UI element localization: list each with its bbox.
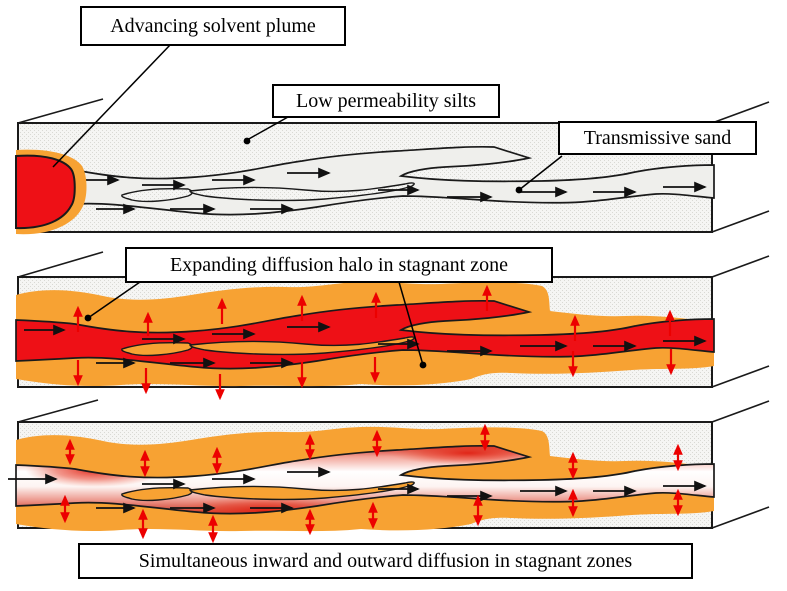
perspective-lines bbox=[17, 399, 770, 529]
leader-lines bbox=[52, 43, 563, 369]
perspective-lines bbox=[17, 98, 770, 233]
label-advancing-solvent-plume: Advancing solvent plume bbox=[80, 6, 346, 46]
label-transmissive-sand: Transmissive sand bbox=[558, 121, 757, 155]
leader-dot bbox=[419, 361, 427, 369]
leader-dot bbox=[84, 314, 92, 322]
leader-dot bbox=[515, 186, 523, 194]
panel-advancing-plume bbox=[15, 98, 770, 235]
outward-diffusion-arrows bbox=[73, 284, 676, 401]
flow-arrows bbox=[80, 173, 705, 209]
panel-expanding-halo bbox=[15, 251, 770, 401]
label-expanding-diffusion-halo: Expanding diffusion halo in stagnant zon… bbox=[125, 247, 553, 283]
flow-arrows bbox=[24, 324, 705, 363]
bidirectional-diffusion-arrows bbox=[60, 423, 683, 544]
label-simultaneous-diffusion: Simultaneous inward and outward diffusio… bbox=[78, 543, 693, 579]
flow-arrows bbox=[8, 472, 705, 508]
leader-dot bbox=[243, 137, 251, 145]
label-low-permeability-silts: Low permeability silts bbox=[272, 84, 500, 118]
perspective-lines bbox=[17, 251, 770, 388]
solvent-plume bbox=[15, 154, 76, 230]
panel-simultaneous-diffusion bbox=[8, 399, 770, 544]
